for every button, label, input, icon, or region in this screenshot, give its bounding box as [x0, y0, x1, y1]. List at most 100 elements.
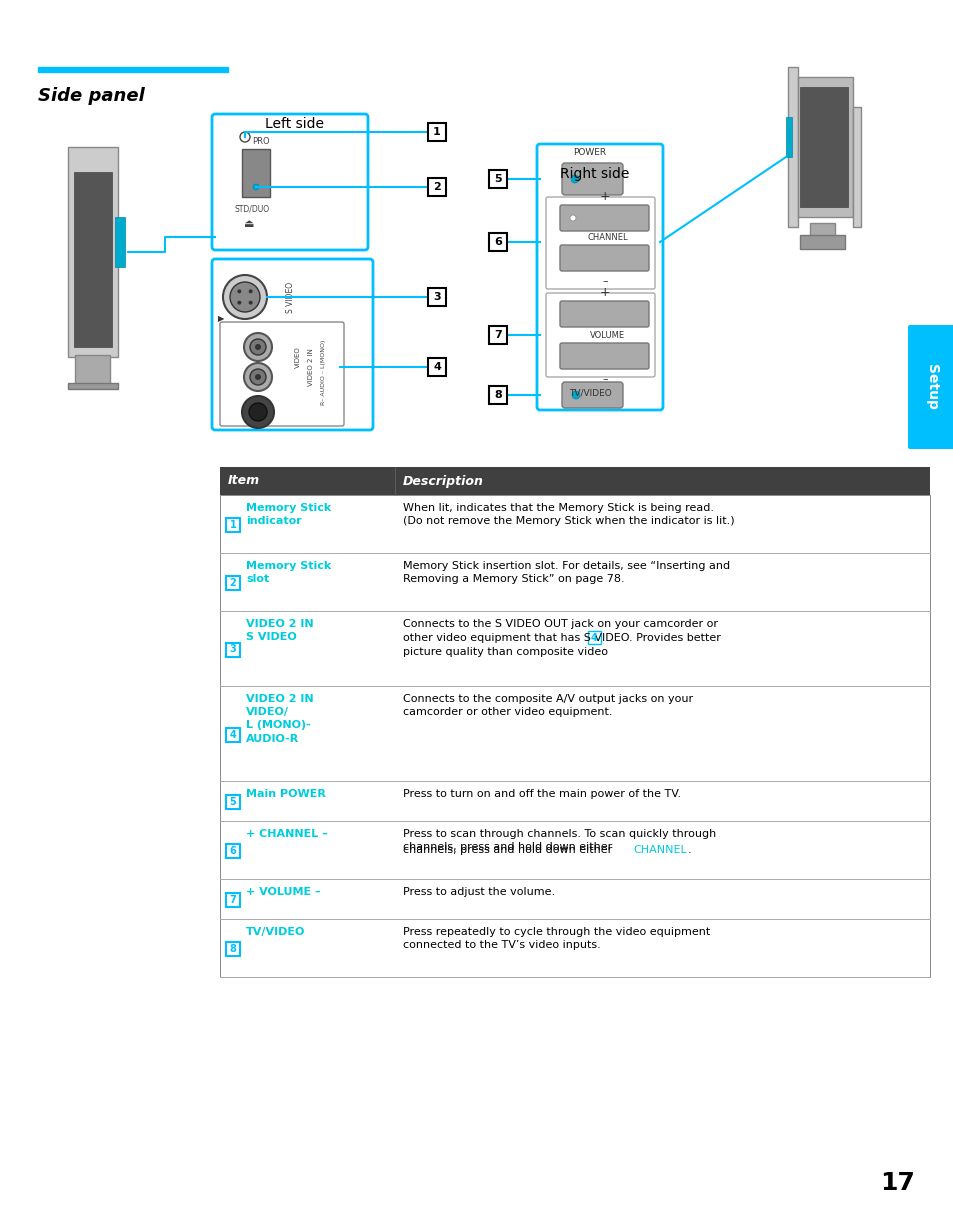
Text: 1: 1 [433, 128, 440, 137]
Text: .: . [601, 647, 605, 656]
FancyBboxPatch shape [907, 325, 953, 449]
Text: Press repeatedly to cycle through the video equipment
connected to the TV’s vide: Press repeatedly to cycle through the vi… [402, 928, 709, 950]
Circle shape [249, 290, 253, 293]
Bar [428, 288, 446, 306]
Bar [226, 844, 240, 858]
Bar [489, 326, 506, 344]
Text: 6: 6 [230, 845, 236, 856]
Bar [220, 553, 929, 611]
Text: Right side: Right side [559, 167, 629, 182]
Circle shape [230, 282, 260, 312]
Text: Main POWER: Main POWER [246, 789, 326, 799]
Text: 5: 5 [494, 174, 501, 184]
Bar [220, 782, 929, 821]
Text: 17: 17 [880, 1171, 914, 1195]
Bar [220, 467, 929, 494]
Circle shape [571, 175, 578, 183]
Bar [75, 355, 110, 387]
Text: Memory Stick
indicator: Memory Stick indicator [246, 503, 331, 526]
Bar [489, 171, 506, 188]
Text: 2: 2 [230, 578, 236, 588]
Bar [226, 942, 240, 956]
Text: 4: 4 [433, 362, 440, 372]
Text: + VOLUME –: + VOLUME – [246, 887, 320, 897]
Text: Left side: Left side [265, 117, 324, 131]
Text: VIDEO 2 IN
VIDEO/
L (MONO)-
AUDIO-R: VIDEO 2 IN VIDEO/ L (MONO)- AUDIO-R [246, 694, 314, 744]
Bar [115, 217, 125, 267]
Text: POWER: POWER [573, 148, 606, 157]
Circle shape [242, 396, 274, 428]
Circle shape [237, 301, 241, 304]
Bar [800, 236, 844, 249]
Circle shape [249, 301, 253, 304]
Bar [785, 117, 791, 157]
Text: Press to turn on and off the main power of the TV.: Press to turn on and off the main power … [402, 789, 680, 799]
Bar [489, 233, 506, 252]
Text: –: – [601, 276, 607, 286]
Text: 2: 2 [433, 182, 440, 191]
FancyBboxPatch shape [220, 321, 344, 426]
FancyBboxPatch shape [559, 205, 648, 231]
Text: Item: Item [228, 475, 260, 487]
Text: VIDEO: VIDEO [294, 346, 301, 368]
Text: 4: 4 [230, 730, 236, 740]
Text: 4: 4 [590, 633, 597, 643]
Text: 3: 3 [433, 292, 440, 302]
Text: picture quality than composite video: picture quality than composite video [402, 647, 611, 656]
Text: 3: 3 [230, 644, 236, 654]
FancyBboxPatch shape [545, 293, 655, 377]
Bar [800, 87, 847, 207]
FancyBboxPatch shape [561, 163, 622, 195]
Text: Connects to the S VIDEO OUT jack on your camcorder or: Connects to the S VIDEO OUT jack on your… [402, 618, 718, 629]
Text: When lit, indicates that the Memory Stick is being read.
(Do not remove the Memo: When lit, indicates that the Memory Stic… [402, 503, 734, 526]
Text: other video equipment that has S VIDEO. Provides better: other video equipment that has S VIDEO. … [402, 633, 720, 643]
Bar [226, 728, 240, 741]
Circle shape [254, 374, 261, 380]
Bar [226, 893, 240, 907]
Text: –: – [601, 374, 607, 384]
Bar [220, 611, 929, 686]
FancyBboxPatch shape [559, 301, 648, 328]
Bar [220, 494, 929, 977]
Bar [220, 919, 929, 977]
Text: 5: 5 [230, 798, 236, 807]
Circle shape [244, 333, 272, 361]
Text: PRO: PRO [252, 137, 270, 146]
Bar [787, 67, 797, 227]
Bar [226, 643, 240, 656]
Circle shape [244, 363, 272, 391]
Bar [797, 77, 852, 217]
Circle shape [254, 344, 261, 350]
Text: Press to adjust the volume.: Press to adjust the volume. [402, 887, 555, 897]
Bar [74, 172, 112, 347]
Text: Setup: Setup [924, 364, 938, 410]
Bar [68, 383, 118, 389]
FancyBboxPatch shape [545, 198, 655, 290]
Circle shape [240, 133, 250, 142]
Circle shape [569, 215, 576, 221]
Text: Connects to the composite A/V output jacks on your
camcorder or other video equi: Connects to the composite A/V output jac… [402, 694, 693, 718]
Bar [226, 575, 240, 590]
Text: Description: Description [402, 475, 483, 487]
Text: ⏏: ⏏ [244, 218, 254, 229]
FancyBboxPatch shape [561, 382, 622, 409]
Bar [852, 107, 861, 227]
FancyBboxPatch shape [537, 144, 662, 410]
Text: STD/DUO: STD/DUO [234, 205, 270, 213]
Polygon shape [68, 147, 118, 357]
Text: TV/VIDEO: TV/VIDEO [246, 928, 305, 937]
Text: CHANNEL: CHANNEL [587, 232, 628, 242]
Text: VIDEO 2 IN
S VIDEO: VIDEO 2 IN S VIDEO [246, 618, 314, 642]
Circle shape [253, 184, 258, 190]
Bar [220, 686, 929, 782]
Text: + CHANNEL –: + CHANNEL – [246, 829, 328, 839]
Circle shape [250, 339, 266, 355]
Text: Side panel: Side panel [38, 87, 145, 106]
Bar [587, 631, 600, 644]
Text: 8: 8 [494, 390, 501, 400]
Bar [242, 148, 270, 198]
FancyBboxPatch shape [212, 259, 373, 429]
Bar [220, 494, 929, 553]
Bar [428, 178, 446, 196]
Text: Memory Stick insertion slot. For details, see “Inserting and
Removing a Memory S: Memory Stick insertion slot. For details… [402, 561, 729, 584]
